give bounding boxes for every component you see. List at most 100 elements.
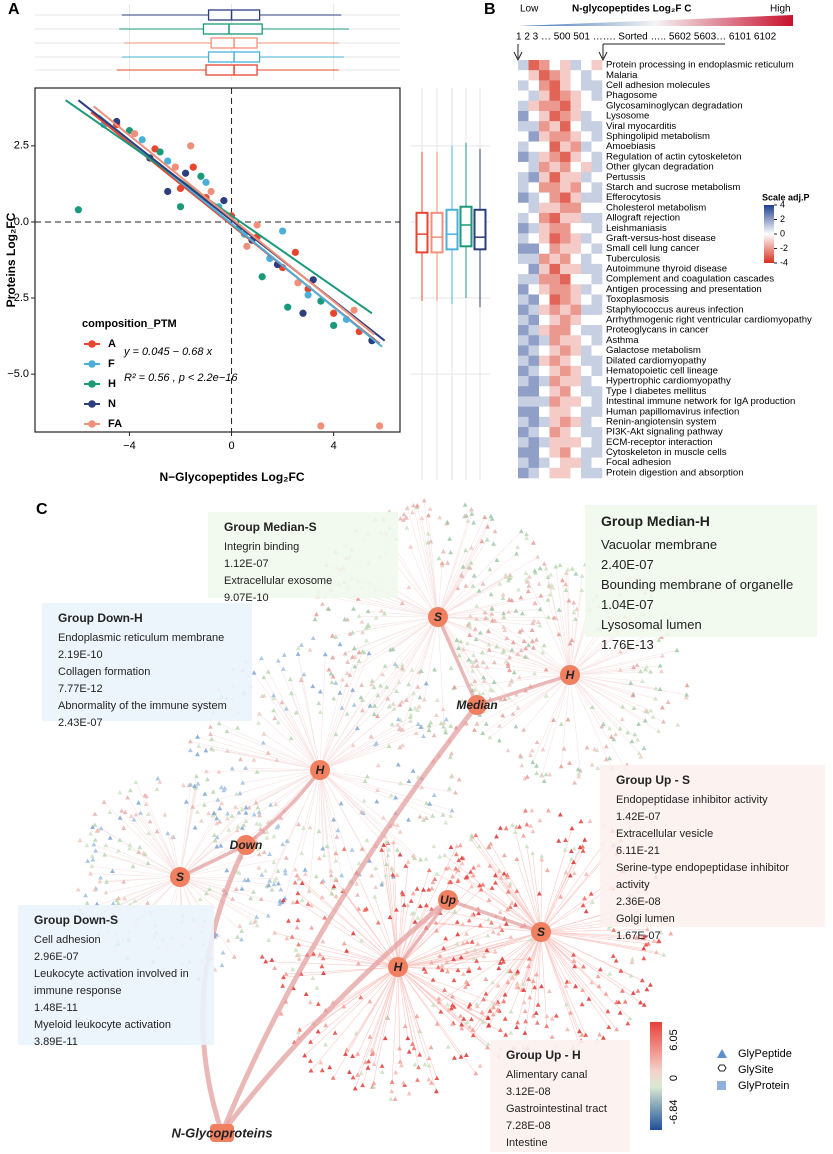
heatmap-cell bbox=[560, 141, 571, 153]
x-tick-label: 4 bbox=[331, 440, 337, 452]
box bbox=[415, 211, 429, 254]
heatmap-cell bbox=[539, 376, 550, 387]
heatmap-cell bbox=[581, 416, 592, 428]
heatmap-cell bbox=[591, 212, 603, 224]
heatmap-cell bbox=[518, 345, 529, 356]
colorbar-label: 0 bbox=[668, 1075, 680, 1081]
p-value: 1.04E-07 bbox=[601, 597, 654, 613]
term: Lysosomal lumen bbox=[601, 617, 702, 633]
heatmap-cell bbox=[581, 141, 592, 153]
root-node bbox=[210, 1124, 234, 1142]
heatmap-cell bbox=[518, 447, 529, 458]
heatmap-cell bbox=[581, 365, 592, 377]
heatmap-cell bbox=[560, 335, 571, 346]
p-value: 2.96E-07 bbox=[34, 950, 79, 963]
legend-key bbox=[717, 1081, 726, 1090]
heatmap-cell bbox=[528, 70, 540, 81]
group-box: Group Down-S Cell adhesion 2.96E-07 Leukocy… bbox=[18, 905, 214, 1048]
legend-key bbox=[88, 360, 96, 368]
heatmap-cell bbox=[591, 90, 603, 102]
heatmap-cell bbox=[560, 182, 571, 193]
heatmap-cell bbox=[591, 376, 603, 387]
heatmap-cell bbox=[591, 172, 603, 183]
heatmap-cell bbox=[560, 110, 571, 122]
term: Extracellular exosome bbox=[224, 574, 333, 587]
row-label: Viral myocarditis bbox=[606, 121, 676, 132]
heatmap-cell bbox=[549, 121, 561, 132]
heatmap-cell bbox=[581, 447, 592, 458]
row-label: Efferocytosis bbox=[606, 192, 661, 203]
heatmap-cell bbox=[539, 314, 550, 326]
heatmap-cell bbox=[560, 457, 571, 469]
glypeptide-nodes bbox=[183, 641, 433, 901]
heatmap-cell bbox=[549, 90, 561, 102]
point bbox=[164, 187, 172, 196]
heatmap-cell bbox=[539, 121, 550, 132]
x-axis-title: N−Glycopeptides Log₂FC bbox=[159, 470, 304, 484]
heatmap-cell bbox=[560, 121, 571, 132]
term: Endopeptidase inhibitor activity bbox=[616, 793, 768, 806]
heatmap-cell bbox=[570, 80, 582, 91]
heatmap-cell bbox=[539, 386, 550, 397]
heatmap-cell bbox=[570, 100, 582, 112]
row-label: Autoimmune thyroid disease bbox=[606, 264, 727, 275]
row-label: Leishmaniasis bbox=[606, 223, 667, 234]
point bbox=[156, 148, 164, 156]
row-label: Human papillomavirus infection bbox=[606, 406, 739, 417]
heatmap-cell bbox=[560, 60, 571, 71]
heatmap-cell bbox=[581, 70, 592, 81]
heatmap-cell bbox=[591, 304, 603, 316]
heatmap-cell bbox=[560, 437, 571, 448]
heatmap-cell bbox=[570, 437, 582, 448]
heatmap-cell bbox=[591, 274, 603, 285]
y-tick-label: 2.5 bbox=[14, 140, 29, 152]
legend-label: GlyPeptide bbox=[738, 1048, 792, 1060]
heatmap-cell bbox=[539, 80, 550, 91]
point bbox=[299, 309, 307, 317]
heatmap-cell bbox=[549, 182, 561, 193]
heatmap-cell bbox=[539, 253, 550, 265]
row-label: Cell adhesion molecules bbox=[606, 80, 710, 91]
hub-node bbox=[531, 922, 551, 942]
point bbox=[294, 279, 302, 287]
heatmap-cell bbox=[570, 355, 582, 367]
heatmap-cell bbox=[539, 90, 550, 102]
point bbox=[189, 163, 197, 171]
heatmap-cell bbox=[581, 243, 592, 255]
legend-label: A bbox=[108, 338, 116, 350]
high-label: High bbox=[770, 4, 791, 15]
heatmap-cell bbox=[570, 90, 582, 102]
point bbox=[176, 203, 185, 211]
row-label: Intestinal immune network for IgA produc… bbox=[606, 396, 795, 407]
heatmap-cell bbox=[591, 355, 603, 367]
box bbox=[430, 211, 444, 254]
heatmap-cell bbox=[528, 223, 540, 234]
term: Extracellular vesicle bbox=[616, 827, 714, 840]
heatmap-cell bbox=[591, 427, 603, 438]
heatmap-cell bbox=[591, 416, 603, 428]
heatmap-cell bbox=[591, 182, 603, 193]
heatmap-cell bbox=[570, 202, 582, 214]
row-label: Allograft rejection bbox=[606, 213, 680, 224]
heatmap-cell bbox=[528, 427, 540, 438]
row-label: Proteoglycans in cancer bbox=[606, 325, 709, 336]
hierarchy-edge bbox=[220, 898, 450, 1135]
heatmap-cell bbox=[528, 467, 540, 479]
heatmap-cell bbox=[570, 60, 582, 71]
point bbox=[171, 163, 179, 171]
colorbar-label: 4 bbox=[780, 199, 785, 209]
heatmap-cell bbox=[528, 314, 540, 326]
point bbox=[330, 321, 338, 330]
heatmap-cell bbox=[560, 376, 571, 387]
glypeptide-nodes bbox=[196, 645, 453, 885]
heatmap-cell bbox=[549, 141, 561, 153]
heatmap-cell bbox=[518, 365, 529, 377]
heatmap-cell bbox=[518, 131, 529, 142]
heatmap-cell bbox=[560, 467, 571, 479]
box bbox=[459, 205, 473, 248]
glypeptide-nodes bbox=[208, 649, 454, 896]
heatmap-cell bbox=[549, 284, 561, 295]
heatmap-cell bbox=[581, 274, 592, 285]
heatmap-cell bbox=[591, 365, 603, 377]
heatmap-cell bbox=[539, 182, 550, 193]
